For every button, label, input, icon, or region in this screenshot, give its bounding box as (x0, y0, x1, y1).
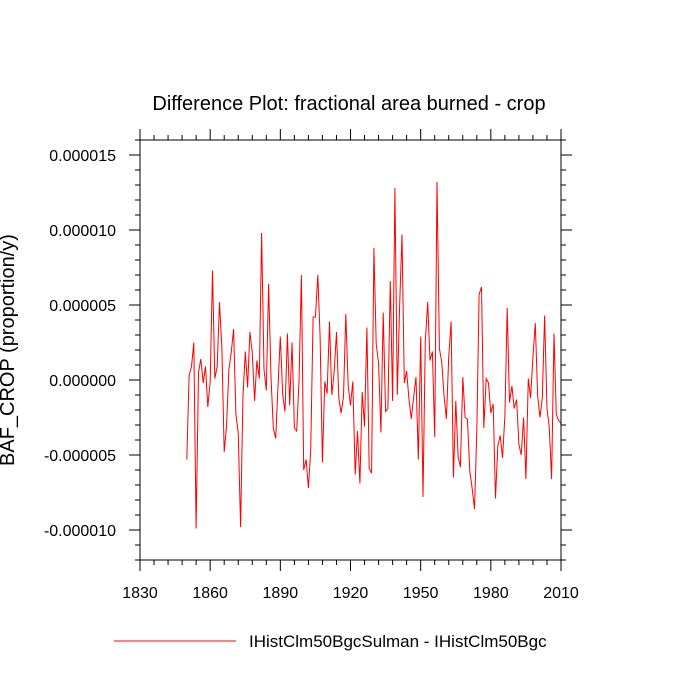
x-tick-label: 1890 (263, 585, 299, 602)
legend: IHistClm50BgcSulman - IHistClm50Bgc (114, 632, 547, 651)
chart-title: Difference Plot: fractional area burned … (152, 93, 545, 115)
y-tick-label: 0.000015 (49, 148, 116, 165)
x-tick-label: 1860 (192, 585, 228, 602)
y-tick-label: 0.000000 (49, 373, 116, 390)
series-line (186, 181, 562, 529)
legend-label: IHistClm50BgcSulman - IHistClm50Bgc (249, 632, 547, 651)
ticks-layer (129, 129, 572, 571)
y-tick-label: -0.000005 (44, 448, 116, 465)
x-tick-label: 1950 (403, 585, 439, 602)
y-axis-label: BAF_CROP (proportion/y) (0, 234, 19, 466)
plot-area: 1830 1860 1890 1920 1950 1980 2010 -0.000010 -0.… (44, 129, 579, 602)
y-tick-label: 0.000005 (49, 298, 116, 315)
y-tick-label: -0.000010 (44, 523, 116, 540)
x-tick-label: 1980 (473, 585, 509, 602)
y-axis-label-group: BAF_CROP (proportion/y) (0, 234, 19, 466)
tick-labels-layer: 1830 1860 1890 1920 1950 1980 2010 -0.000010 -0.… (44, 148, 579, 602)
plot-frame (139, 139, 562, 561)
x-tick-label: 2010 (543, 585, 579, 602)
y-tick-label: 0.000010 (49, 223, 116, 240)
x-tick-label: 1830 (122, 585, 158, 602)
x-tick-label: 1920 (333, 585, 369, 602)
